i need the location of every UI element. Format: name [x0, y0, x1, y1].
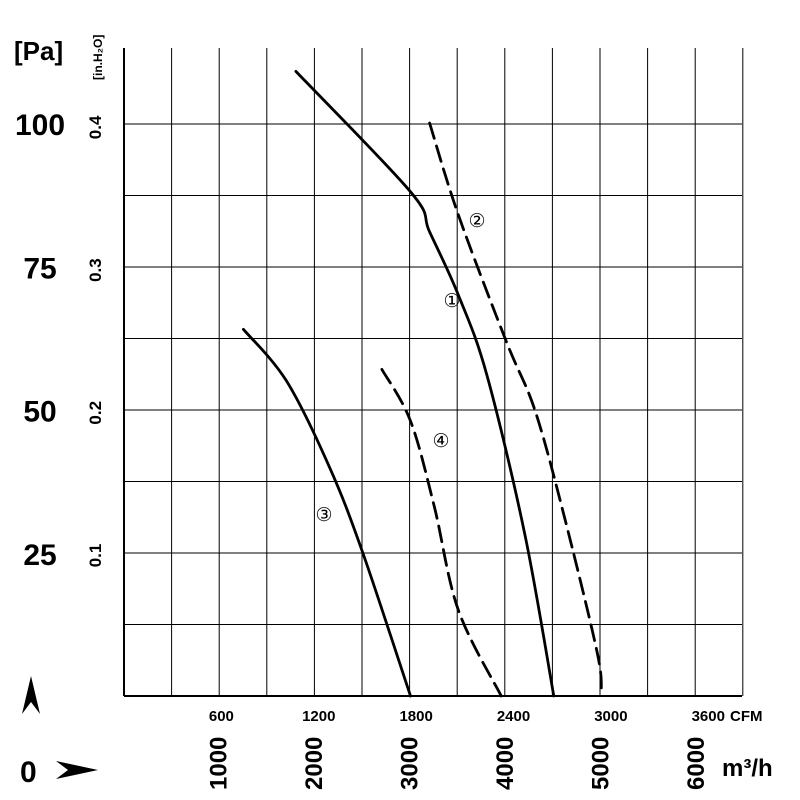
- series-curve-1: [294, 70, 556, 698]
- x-unit-m3h: m³/h: [722, 755, 773, 782]
- x-unit-cfm: CFM: [730, 708, 763, 725]
- series-curve-3: [242, 327, 412, 698]
- series-curve-2: [428, 121, 603, 692]
- x-tick-cfm: 3600: [692, 708, 725, 725]
- origin-zero: 0: [20, 756, 37, 789]
- performance-curves: [242, 70, 603, 698]
- y-tick-pa: 100: [15, 109, 65, 142]
- y-tick-pa: 75: [23, 252, 56, 285]
- y-tick-pa: 50: [23, 396, 56, 429]
- x-tick-cfm: 3000: [594, 708, 627, 725]
- y-unit-inh2o: [in.H₂O]: [91, 35, 105, 80]
- series-label-1: ①: [443, 291, 460, 312]
- y-tick-inh2o: 0.1: [86, 544, 105, 568]
- y-tick-inh2o: 0.4: [86, 115, 105, 139]
- x-tick-m3h: 6000: [683, 737, 710, 790]
- y-unit-pa: [Pa]: [14, 36, 63, 66]
- y-tick-inh2o: 0.3: [86, 258, 105, 282]
- x-tick-m3h: 3000: [397, 737, 424, 790]
- y-tick-pa: 25: [23, 539, 56, 572]
- x-tick-cfm: 2400: [497, 708, 530, 725]
- axis-tick-labels: 100 75 50 25 0.4 0.3 0.2 0.1 600 1200 1800 2400 3000…: [15, 109, 725, 790]
- series-curve-4: [380, 368, 503, 698]
- x-tick-m3h: 2000: [301, 737, 328, 790]
- plot-axes: [123, 48, 742, 697]
- series-label-3: ③: [315, 505, 332, 526]
- x-tick-cfm: 1200: [302, 708, 335, 725]
- arrow-right-icon: [56, 761, 98, 779]
- x-tick-m3h: 4000: [492, 737, 519, 790]
- y-tick-inh2o: 0.2: [86, 401, 105, 425]
- x-tick-cfm: 600: [209, 708, 234, 725]
- plot-grid: [124, 48, 744, 696]
- x-tick-cfm: 1800: [399, 708, 432, 725]
- curve-labels: ① ② ③ ④: [315, 211, 485, 526]
- arrow-up-icon: [22, 676, 40, 714]
- series-label-4: ④: [432, 431, 449, 452]
- x-tick-m3h: 1000: [206, 737, 233, 790]
- x-tick-m3h: 5000: [588, 737, 615, 790]
- series-label-2: ②: [468, 211, 485, 232]
